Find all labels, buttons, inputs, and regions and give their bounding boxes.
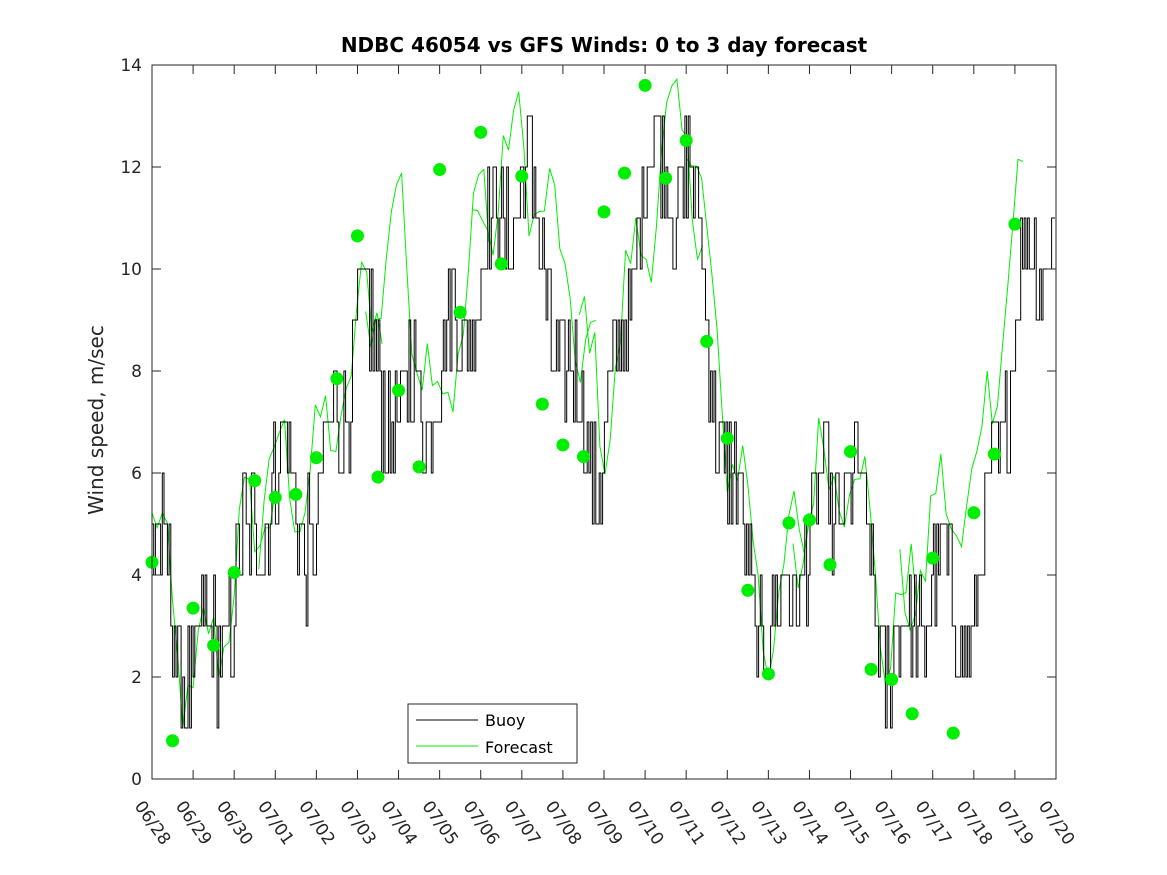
forecast-marker bbox=[535, 397, 549, 411]
forecast-marker bbox=[227, 565, 241, 579]
forecast-run-line bbox=[899, 158, 1024, 632]
forecast-marker bbox=[782, 516, 796, 530]
forecast-marker bbox=[679, 133, 693, 147]
forecast-marker bbox=[987, 447, 1001, 461]
forecast-marker bbox=[741, 583, 755, 597]
forecast-marker bbox=[700, 334, 714, 348]
forecast-marker bbox=[350, 229, 364, 243]
forecast-marker bbox=[1008, 217, 1022, 231]
forecast-marker bbox=[967, 506, 981, 520]
legend-forecast-label: Forecast bbox=[485, 738, 553, 757]
forecast-marker bbox=[720, 431, 734, 445]
y-tick-label: 10 bbox=[120, 260, 142, 280]
forecast-marker bbox=[946, 726, 960, 740]
forecast-marker bbox=[864, 662, 878, 676]
forecast-markers bbox=[145, 78, 1022, 748]
forecast-marker bbox=[309, 451, 323, 465]
forecast-marker bbox=[268, 490, 282, 504]
forecast-marker bbox=[515, 169, 529, 183]
forecast-marker bbox=[638, 78, 652, 92]
y-tick-label: 0 bbox=[131, 770, 142, 790]
forecast-marker bbox=[926, 551, 940, 565]
forecast-marker bbox=[576, 450, 590, 464]
forecast-run-line bbox=[578, 77, 704, 475]
forecast-marker bbox=[802, 513, 816, 527]
y-tick-label: 14 bbox=[120, 56, 142, 76]
forecast-marker bbox=[494, 257, 508, 271]
y-tick-label: 8 bbox=[131, 362, 142, 382]
buoy-series-line bbox=[152, 115, 1055, 729]
forecast-marker bbox=[248, 474, 262, 488]
forecast-marker bbox=[453, 305, 467, 319]
forecast-marker bbox=[330, 372, 344, 386]
y-tick-label: 4 bbox=[131, 566, 142, 586]
legend: Buoy Forecast bbox=[407, 703, 578, 764]
forecast-marker bbox=[885, 673, 899, 687]
y-axis-label: Wind speed, m/sec bbox=[84, 325, 108, 515]
forecast-marker bbox=[761, 667, 775, 681]
y-tick-label: 2 bbox=[131, 668, 142, 688]
forecast-marker bbox=[392, 383, 406, 397]
forecast-marker bbox=[618, 166, 632, 180]
y-tick-label: 12 bbox=[120, 158, 142, 178]
forecast-marker bbox=[289, 487, 303, 501]
forecast-run-line bbox=[365, 168, 490, 412]
forecast-marker bbox=[597, 205, 611, 219]
forecast-marker bbox=[412, 460, 426, 474]
legend-box bbox=[407, 703, 578, 764]
forecast-marker bbox=[207, 638, 221, 652]
forecast-marker bbox=[823, 558, 837, 572]
chart-title: NDBC 46054 vs GFS Winds: 0 to 3 day fore… bbox=[341, 33, 868, 57]
forecast-marker bbox=[844, 445, 858, 459]
forecast-marker bbox=[186, 601, 200, 615]
forecast-marker bbox=[433, 163, 447, 177]
y-axis-ticks: 0 2 4 6 8 10 12 14 bbox=[120, 56, 1056, 790]
forecast-marker bbox=[905, 707, 919, 721]
forecast-run-line bbox=[792, 417, 917, 685]
buoy-line bbox=[152, 115, 1055, 729]
legend-buoy-label: Buoy bbox=[485, 711, 525, 730]
forecast-marker bbox=[556, 438, 570, 452]
forecast-run-line bbox=[258, 260, 383, 570]
forecast-marker bbox=[474, 125, 488, 139]
forecast-run-line bbox=[685, 157, 810, 679]
forecast-marker bbox=[659, 171, 673, 185]
forecast-marker bbox=[166, 734, 180, 748]
forecast-marker bbox=[371, 470, 385, 484]
y-tick-label: 6 bbox=[131, 464, 142, 484]
